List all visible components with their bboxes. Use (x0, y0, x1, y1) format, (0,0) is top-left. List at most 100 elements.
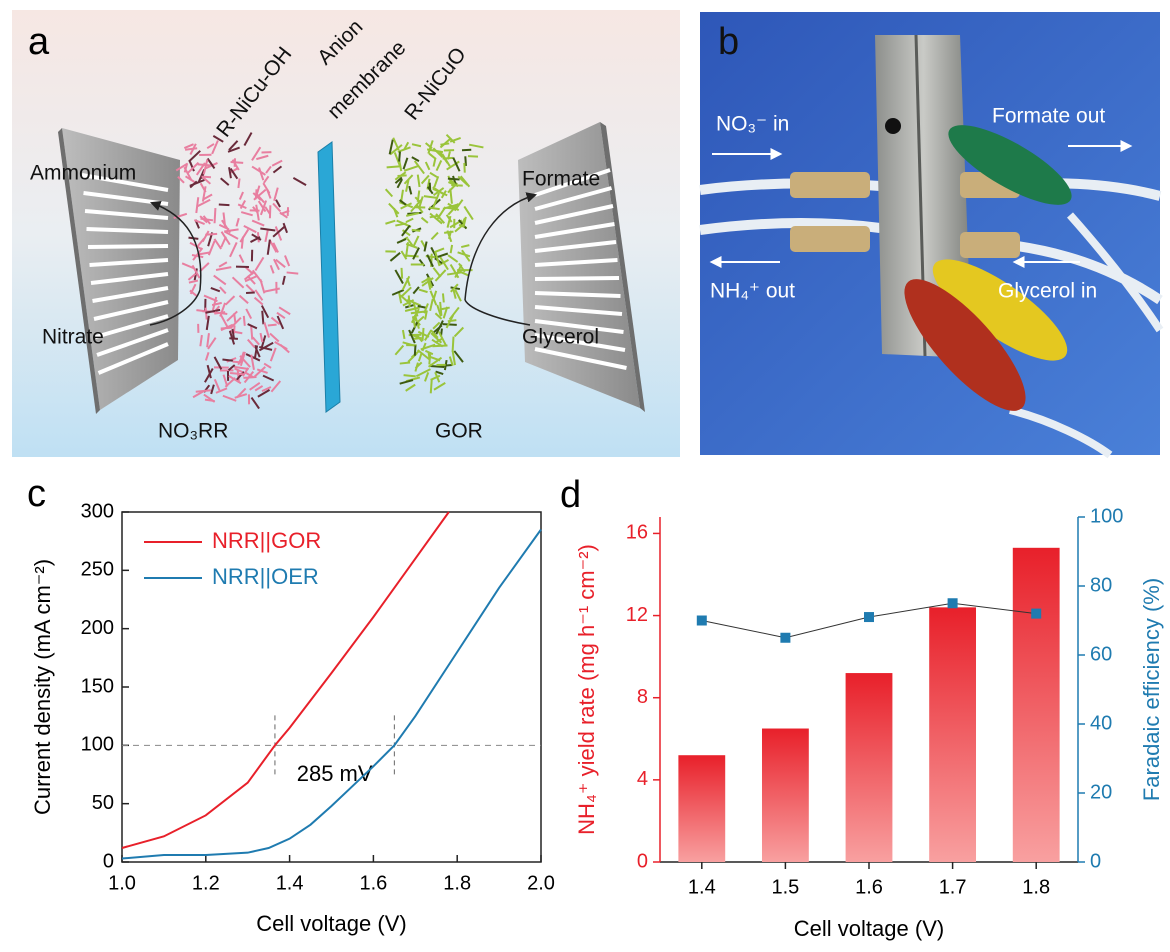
y-tick-label: 200 (81, 617, 114, 639)
bond (242, 237, 243, 249)
bond (399, 152, 400, 162)
y-tick-label: 12 (626, 604, 648, 626)
reaction-label: NO₃RR (158, 420, 228, 443)
bar (678, 755, 725, 862)
bar (1013, 548, 1060, 862)
bar (762, 729, 809, 862)
bond (230, 373, 244, 374)
y-tick-label: 16 (626, 522, 648, 544)
bond (256, 189, 257, 198)
bond (431, 379, 432, 394)
y-tick-label: 300 (81, 500, 114, 522)
bond (409, 295, 410, 307)
flow-label: Formate out (992, 105, 1105, 128)
x-tick-label: 1.6 (855, 876, 883, 898)
annotation: 285 mV (297, 761, 373, 786)
marker (697, 616, 707, 626)
reactant-label: Glycerol (522, 326, 599, 349)
bond (234, 325, 235, 333)
x-tick-label: 2.0 (527, 872, 555, 894)
bond (414, 338, 422, 339)
bond (465, 156, 466, 166)
bond (233, 362, 243, 363)
x-tick-label: 1.6 (359, 872, 387, 894)
bond (222, 359, 233, 360)
x-tick-label: 1.8 (443, 872, 471, 894)
y2-tick-label: 20 (1090, 781, 1112, 803)
panel-label: b (718, 21, 739, 63)
bond (287, 272, 299, 273)
reaction-label: GOR (435, 420, 483, 443)
y-tick-label: 4 (637, 768, 648, 790)
connector (790, 226, 870, 252)
y2-tick-label: 60 (1090, 643, 1112, 665)
connector (790, 172, 870, 198)
flow-label: NH₄⁺ out (710, 280, 795, 303)
y2-axis-label: Faradaic efficiency (%) (1139, 578, 1164, 801)
series-line (122, 512, 449, 848)
x-tick-label: 1.0 (108, 872, 136, 894)
page: a R-NiCu-OH Anion membrane R-NiCuO Ammon… (0, 0, 1170, 952)
panel-label: d (560, 474, 581, 516)
x-axis-label: Cell voltage (V) (256, 911, 406, 936)
bond (423, 328, 424, 341)
y-axis-label: Current density (mA cm⁻²) (30, 559, 55, 815)
x-tick-label: 1.8 (1022, 876, 1050, 898)
legend-label: NRR||OER (212, 564, 319, 589)
bond (444, 232, 453, 233)
panel-label: a (28, 21, 50, 63)
bond (215, 208, 216, 223)
bond (251, 325, 252, 339)
bond (387, 166, 400, 167)
x-tick-label: 1.4 (276, 872, 304, 894)
y-tick-label: 50 (92, 792, 114, 814)
marker (780, 633, 790, 643)
bond (451, 245, 452, 253)
bond (221, 328, 233, 329)
y-tick-label: 150 (81, 675, 114, 697)
bond (443, 324, 457, 325)
y-tick-label: 250 (81, 559, 114, 581)
y-tick-label: 8 (637, 686, 648, 708)
connector (960, 232, 1020, 258)
bond (468, 156, 478, 157)
x-tick-label: 1.4 (688, 876, 716, 898)
bond (244, 316, 245, 326)
y-tick-label: 0 (637, 850, 648, 872)
y-tick-label: 0 (103, 850, 114, 872)
y2-tick-label: 80 (1090, 574, 1112, 596)
bond (400, 363, 410, 364)
x-tick-label: 1.7 (939, 876, 967, 898)
reactant-label: Nitrate (42, 326, 104, 349)
bond (412, 230, 421, 231)
bond (262, 311, 263, 324)
bond (404, 375, 416, 376)
y-axis-label: NH₄⁺ yield rate (mg h⁻¹ cm⁻²) (574, 544, 599, 835)
y2-tick-label: 40 (1090, 712, 1112, 734)
marker (864, 612, 874, 622)
figure: a R-NiCu-OH Anion membrane R-NiCuO Ammon… (0, 0, 1170, 952)
flow-label: Glycerol in (998, 280, 1097, 303)
y2-tick-label: 100 (1090, 505, 1123, 527)
slot (88, 246, 168, 247)
bond (231, 162, 244, 163)
bond (402, 268, 403, 279)
legend-label: NRR||GOR (212, 528, 321, 553)
bond (234, 313, 235, 323)
y-tick-label: 100 (81, 734, 114, 756)
product-label: Ammonium (30, 162, 136, 185)
x-axis-label: Cell voltage (V) (794, 916, 944, 941)
bond (268, 325, 277, 326)
bolt-hole (885, 118, 901, 134)
bond (205, 234, 217, 235)
slot (535, 278, 619, 279)
plot-frame (122, 512, 541, 862)
bond (415, 345, 416, 355)
y2-tick-label: 0 (1090, 850, 1101, 872)
x-tick-label: 1.2 (192, 872, 220, 894)
marker (1031, 609, 1041, 619)
marker (948, 598, 958, 608)
bond (238, 179, 239, 188)
flow-label: NO₃⁻ in (716, 113, 789, 136)
x-tick-label: 1.5 (771, 876, 799, 898)
